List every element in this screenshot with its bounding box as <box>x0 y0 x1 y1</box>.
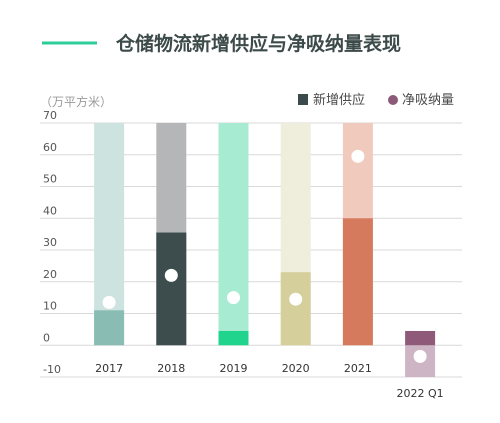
supply-bar <box>342 218 373 346</box>
y-tick-label: 30 <box>43 236 57 249</box>
absorption-marker <box>413 349 427 363</box>
x-tick-label: 2018 <box>157 362 185 375</box>
y-tick-label: 40 <box>43 204 57 217</box>
y-axis-ticks: 70 60 50 40 30 20 10 0 -10 <box>43 109 61 376</box>
legend-absorption-marker <box>388 95 398 105</box>
absorption-markers <box>102 149 427 363</box>
absorption-marker <box>289 292 303 306</box>
x-tick-label: 2019 <box>220 362 248 375</box>
legend-absorption-label: 净吸纳量 <box>402 93 454 108</box>
supply-bar <box>405 330 436 346</box>
y-tick-label: 60 <box>43 141 57 154</box>
supply-bar <box>94 310 125 346</box>
absorption-marker <box>227 291 240 305</box>
supply-bar <box>218 330 249 346</box>
x-tick-label: 2017 <box>95 362 123 375</box>
absorption-marker <box>351 149 365 163</box>
y-tick-label: -10 <box>43 363 61 376</box>
y-tick-label: 0 <box>43 331 50 344</box>
legend-supply-swatch <box>298 94 308 105</box>
x-tick-label: 2020 <box>282 362 310 375</box>
x-tick-label: 2022 Q1 <box>397 387 444 400</box>
y-tick-label: 70 <box>43 109 57 122</box>
x-axis-ticks: 2017 2018 2019 2020 2021 2022 Q1 <box>95 362 444 400</box>
y-tick-label: 50 <box>43 173 57 186</box>
supply-bars <box>94 218 436 346</box>
chart-title: 仓储物流新增供应与净吸纳量表现 <box>115 32 401 55</box>
supply-bar <box>280 272 311 346</box>
y-tick-label: 20 <box>43 268 57 281</box>
absorption-marker <box>164 268 178 282</box>
y-tick-label: 10 <box>43 300 57 313</box>
bar-background <box>218 123 249 346</box>
x-tick-label: 2021 <box>344 362 372 375</box>
unit-label: （万平方米） <box>40 94 112 109</box>
legend-supply-label: 新增供应 <box>313 92 365 108</box>
absorption-marker <box>102 295 116 309</box>
supply-bar <box>156 232 187 346</box>
